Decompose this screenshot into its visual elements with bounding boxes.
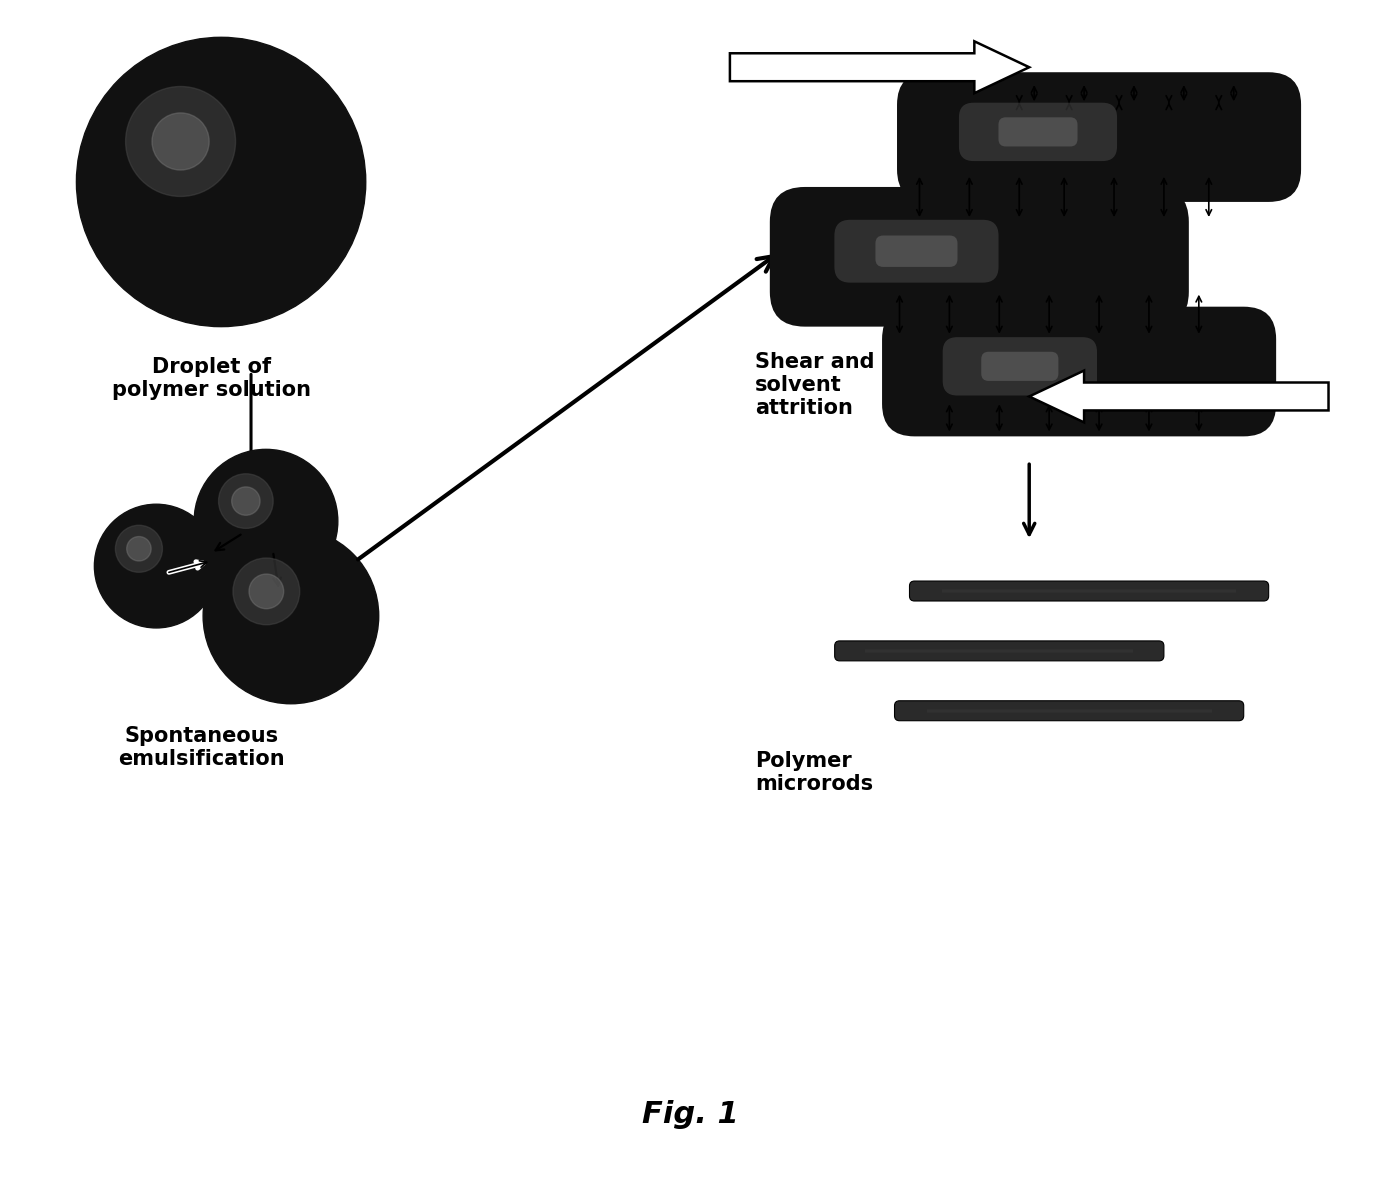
FancyBboxPatch shape	[897, 72, 1301, 202]
Circle shape	[94, 504, 218, 628]
Text: Spontaneous
emulsification: Spontaneous emulsification	[117, 725, 284, 769]
FancyBboxPatch shape	[909, 581, 1268, 600]
Circle shape	[126, 86, 236, 197]
FancyBboxPatch shape	[835, 641, 1163, 661]
Circle shape	[116, 525, 163, 572]
Circle shape	[203, 528, 378, 704]
FancyBboxPatch shape	[875, 235, 958, 267]
FancyBboxPatch shape	[835, 220, 999, 282]
Circle shape	[127, 537, 152, 561]
Text: Polymer
microrods: Polymer microrods	[755, 751, 874, 794]
Polygon shape	[730, 41, 1029, 94]
Polygon shape	[1029, 371, 1329, 423]
Circle shape	[232, 486, 259, 515]
Circle shape	[248, 574, 284, 609]
FancyBboxPatch shape	[894, 700, 1243, 721]
Circle shape	[195, 449, 338, 593]
Text: Fig. 1: Fig. 1	[642, 1100, 738, 1129]
Circle shape	[76, 37, 366, 327]
FancyBboxPatch shape	[999, 118, 1078, 147]
FancyBboxPatch shape	[943, 337, 1097, 395]
Circle shape	[233, 558, 299, 625]
FancyBboxPatch shape	[770, 187, 1188, 327]
Text: Shear and
solvent
attrition: Shear and solvent attrition	[755, 352, 875, 418]
FancyBboxPatch shape	[959, 103, 1116, 161]
Circle shape	[152, 113, 210, 171]
Circle shape	[218, 473, 273, 528]
FancyBboxPatch shape	[981, 352, 1058, 381]
FancyBboxPatch shape	[882, 306, 1276, 436]
Text: Droplet of
polymer solution: Droplet of polymer solution	[112, 357, 310, 400]
